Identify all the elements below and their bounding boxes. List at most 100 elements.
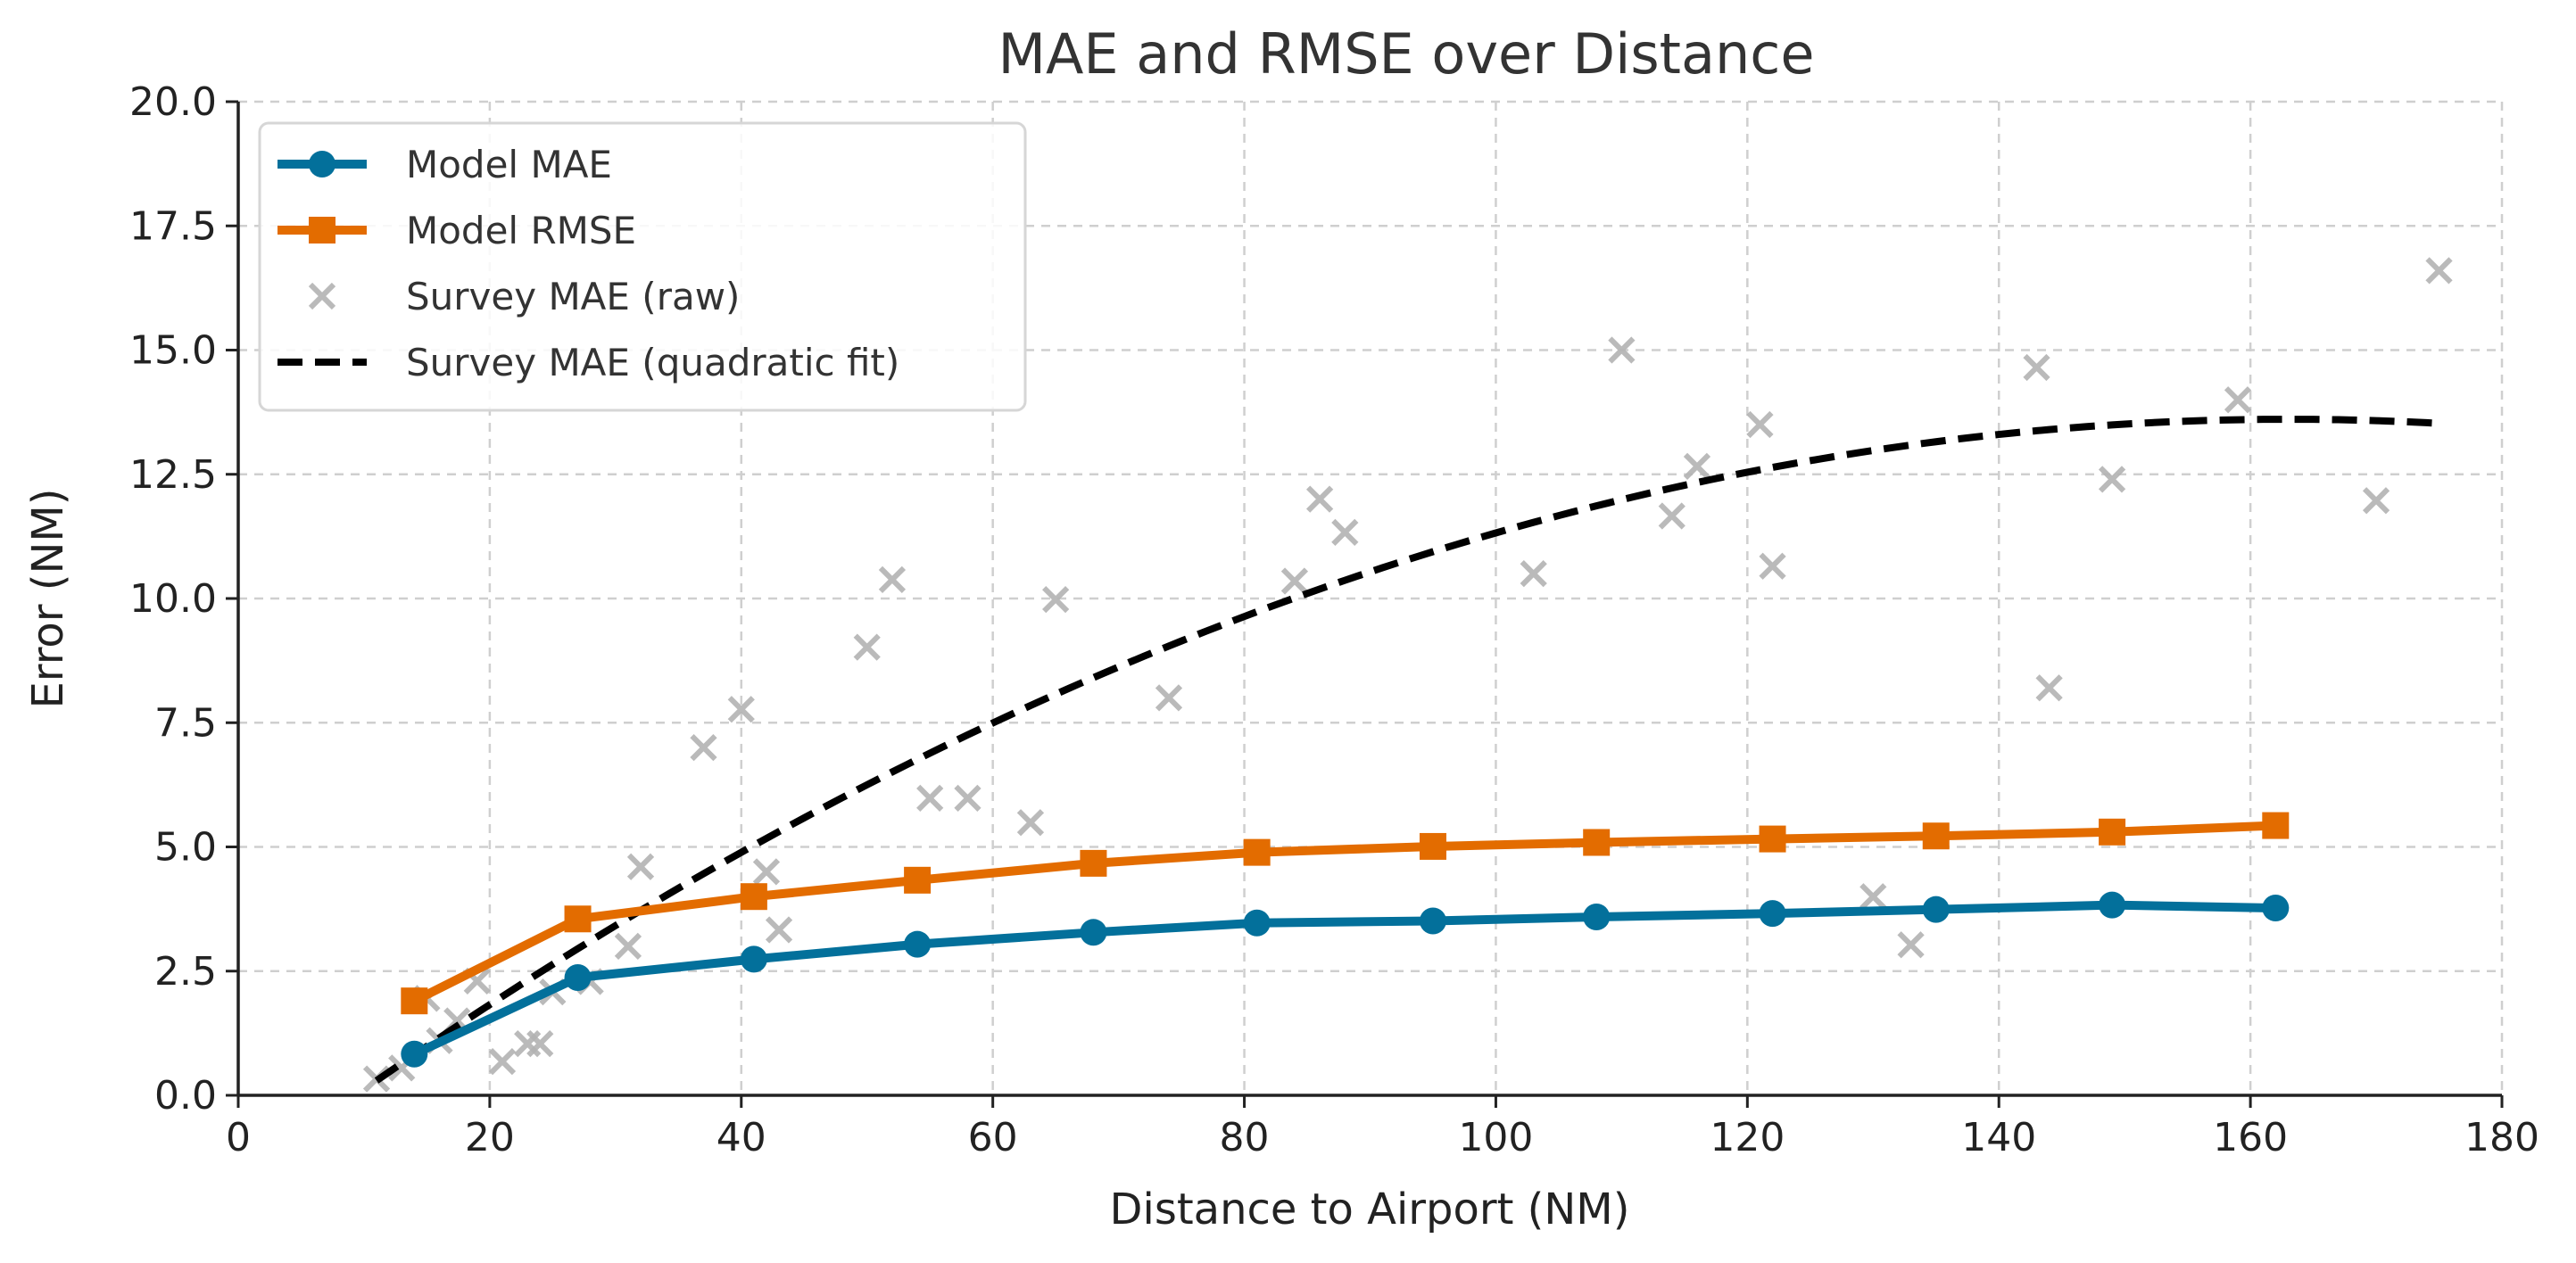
mae-point xyxy=(1922,896,1950,923)
legend-item: Model MAE xyxy=(277,143,612,186)
x-marker-icon xyxy=(1016,809,1045,837)
mae-point xyxy=(1583,904,1611,931)
y-tick-label: 12.5 xyxy=(129,452,217,498)
legend-label: Survey MAE (raw) xyxy=(406,275,740,318)
mae-point xyxy=(1243,909,1271,937)
survey-point xyxy=(727,696,755,723)
x-marker-icon xyxy=(1683,452,1711,480)
x-marker-icon xyxy=(308,282,336,310)
x-marker-icon xyxy=(1897,931,1925,959)
x-tick-label: 60 xyxy=(968,1115,1018,1160)
x-marker-icon xyxy=(878,565,907,593)
survey-point xyxy=(1331,518,1359,547)
survey-point xyxy=(1759,552,1786,580)
survey-point xyxy=(526,1029,554,1058)
x-tick-label: 160 xyxy=(2213,1115,2288,1160)
mae-point xyxy=(564,963,592,991)
survey-point xyxy=(752,858,781,886)
rmse-point xyxy=(904,866,932,894)
mae-point xyxy=(2099,891,2126,919)
mae-point xyxy=(401,1040,428,1068)
mae-point xyxy=(1759,900,1786,928)
x-marker-icon xyxy=(916,784,944,813)
x-tick-label: 100 xyxy=(1458,1115,1533,1160)
legend-label: Model RMSE xyxy=(406,209,636,252)
x-marker-icon xyxy=(1520,560,1547,588)
x-marker-icon xyxy=(2362,487,2390,515)
rmse-point xyxy=(1922,822,1950,850)
legend-box xyxy=(258,121,1027,412)
x-tick-label: 20 xyxy=(465,1115,515,1160)
survey-point xyxy=(2023,353,2050,382)
survey-point xyxy=(2362,487,2390,515)
x-marker-icon xyxy=(2224,386,2252,414)
y-tick-label: 5.0 xyxy=(154,825,217,871)
x-marker-icon xyxy=(727,696,755,723)
legend-label: Model MAE xyxy=(406,143,612,186)
rmse-point xyxy=(740,883,767,911)
rmse-point xyxy=(2099,818,2126,846)
x-marker-icon xyxy=(1860,883,1887,911)
x-marker-icon xyxy=(1746,410,1774,439)
survey-point xyxy=(1042,585,1070,614)
rmse-point xyxy=(1243,838,1271,866)
x-marker-icon xyxy=(2425,257,2453,285)
x-marker-icon xyxy=(526,1029,554,1058)
y-axis-label: Error (NM) xyxy=(23,488,73,708)
x-marker-icon xyxy=(752,858,781,886)
x-tick-label: 40 xyxy=(716,1115,766,1160)
survey-point xyxy=(1305,485,1334,513)
survey-point xyxy=(2098,466,2126,493)
x-marker-icon xyxy=(1155,684,1183,712)
survey-point xyxy=(1520,560,1547,588)
fit-line xyxy=(374,416,2439,1084)
survey-point xyxy=(1280,567,1309,595)
x-marker-icon xyxy=(488,1047,517,1076)
legend-item: Survey MAE (quadratic fit) xyxy=(277,341,899,384)
survey-point xyxy=(2224,386,2252,414)
y-tick-label: 15.0 xyxy=(129,328,217,374)
survey-point xyxy=(1155,684,1183,712)
mae-point xyxy=(1419,907,1446,935)
x-marker-icon xyxy=(1331,518,1359,547)
mae-point xyxy=(740,945,767,973)
survey-point xyxy=(2425,257,2453,285)
rmse-point xyxy=(1080,849,1107,877)
legend: Model MAE Model RMSE Survey MAE (raw) Surve… xyxy=(258,121,1027,412)
mae-point xyxy=(1080,919,1107,946)
survey-point xyxy=(2035,674,2063,702)
survey-point xyxy=(1658,502,1686,530)
legend-swatch xyxy=(308,282,336,310)
x-marker-icon xyxy=(2098,466,2126,493)
survey-point xyxy=(1746,410,1774,439)
x-marker-icon xyxy=(2035,674,2063,702)
survey-point xyxy=(488,1047,517,1076)
y-tick-label: 10.0 xyxy=(129,576,217,622)
rmse-point xyxy=(1583,829,1611,856)
x-marker-icon xyxy=(765,916,793,944)
rmse-point xyxy=(2262,812,2290,839)
x-marker-icon xyxy=(614,932,642,961)
x-marker-icon xyxy=(1042,585,1070,614)
square-marker-icon xyxy=(309,217,335,244)
survey-point xyxy=(765,916,793,944)
x-tick-label: 180 xyxy=(2464,1115,2539,1160)
x-marker-icon xyxy=(1280,567,1309,595)
survey-point xyxy=(1897,931,1925,959)
axes: 0 20 40 60 80 100 120 140 160 180 0.0 2.5 5.0 7.5 10.0… xyxy=(129,79,2539,1160)
y-tick-label: 7.5 xyxy=(154,700,217,746)
x-tick-label: 80 xyxy=(1220,1115,1270,1160)
x-marker-icon xyxy=(626,853,655,880)
survey-point xyxy=(954,784,982,813)
survey-point xyxy=(1016,809,1045,837)
mae-point xyxy=(2262,895,2290,922)
rmse-point xyxy=(401,987,428,1015)
x-marker-icon xyxy=(853,633,881,661)
circle-marker-icon xyxy=(309,151,335,177)
legend-item: Survey MAE (raw) xyxy=(308,275,740,318)
y-tick-label: 17.5 xyxy=(129,203,217,249)
survey-point xyxy=(1608,336,1636,364)
survey-point xyxy=(1860,883,1887,911)
survey-point xyxy=(916,784,944,813)
